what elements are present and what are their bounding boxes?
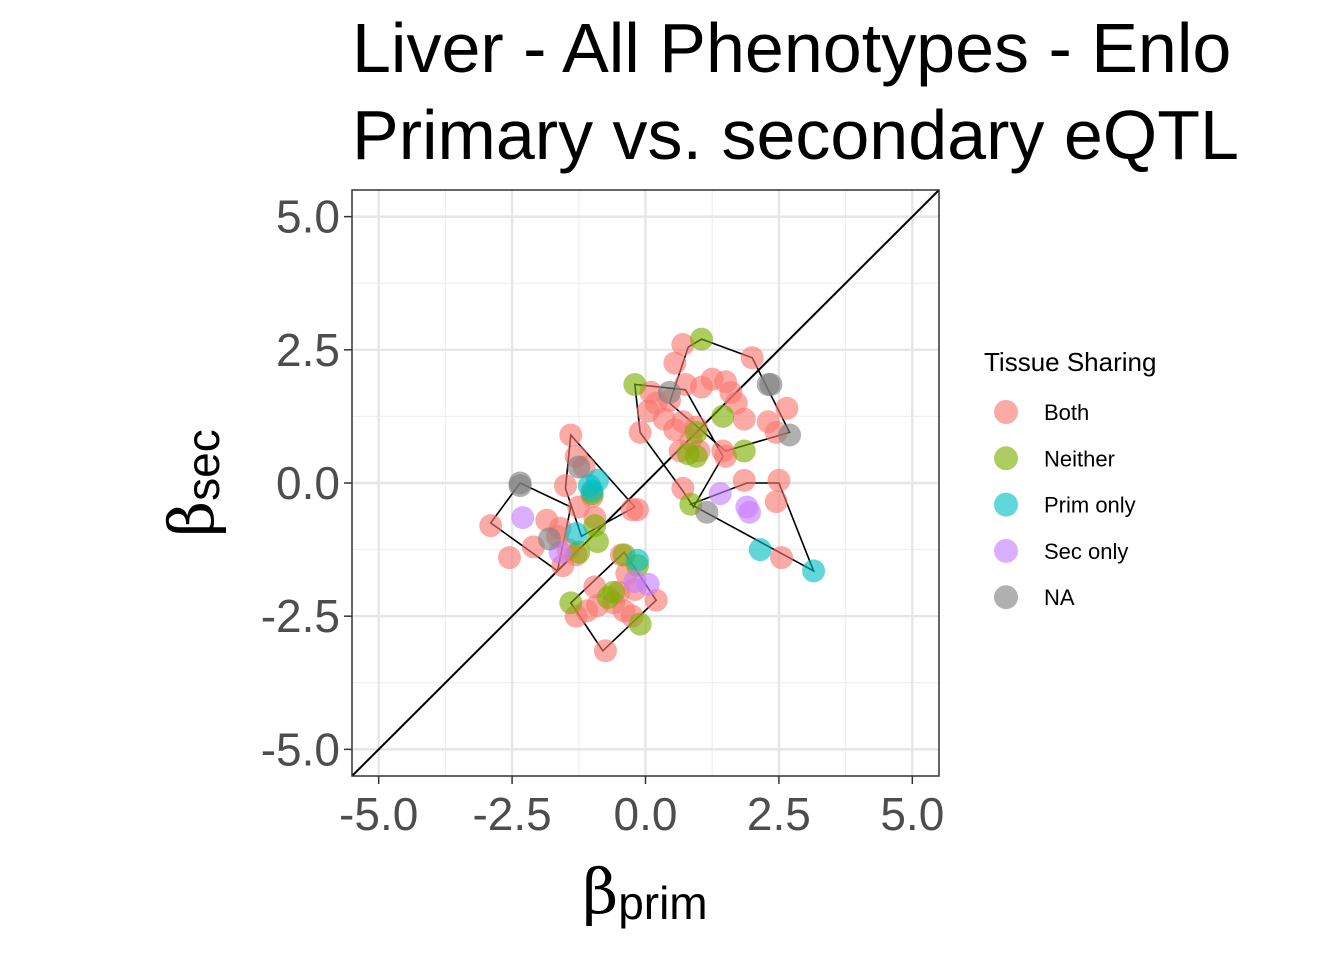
data-point-both — [775, 396, 799, 420]
data-point-both — [625, 498, 649, 522]
data-point-na — [508, 474, 532, 498]
data-points — [479, 327, 826, 663]
data-point-both — [767, 468, 791, 492]
y-tick-label: 2.5 — [276, 324, 340, 376]
legend-key-sec-only — [994, 538, 1018, 563]
data-point-both — [553, 474, 577, 498]
data-point-neither — [684, 444, 708, 468]
data-point-neither — [628, 612, 652, 636]
y-tick-label: -2.5 — [261, 590, 340, 642]
data-point-both — [714, 444, 738, 468]
data-point-both — [671, 332, 695, 356]
data-point-sec-only — [636, 572, 660, 596]
legend-key-na — [994, 585, 1018, 610]
data-point-both — [479, 514, 503, 538]
data-point-na — [537, 527, 561, 551]
legend: Tissue Sharing Both Neither Prim only Sec o… — [984, 347, 1156, 610]
y-tick-label: 5.0 — [276, 191, 340, 243]
legend-key-both — [994, 400, 1018, 424]
data-point-prim-only — [802, 559, 826, 583]
x-axis-symbol: β — [582, 855, 618, 928]
data-point-both — [593, 639, 617, 663]
data-point-neither — [690, 327, 714, 351]
data-point-prim-only — [625, 548, 649, 572]
legend-key-prim-only — [994, 492, 1018, 517]
data-point-neither — [585, 530, 609, 554]
data-point-sec-only — [511, 506, 535, 530]
data-point-neither — [684, 420, 708, 444]
data-point-neither — [732, 439, 756, 463]
data-point-na — [759, 372, 783, 396]
data-point-neither — [567, 540, 591, 564]
data-point-sec-only — [708, 482, 732, 506]
data-point-na — [567, 455, 591, 479]
data-point-prim-only — [580, 479, 604, 503]
data-point-neither — [623, 372, 647, 396]
data-point-na — [658, 380, 682, 404]
x-axis-title: βprim — [582, 855, 707, 929]
legend-label: Sec only — [1044, 539, 1128, 564]
legend-label: Both — [1044, 400, 1089, 425]
chart-title-line-2: Primary vs. secondary eQTL — [352, 96, 1239, 174]
y-tick-label: 0.0 — [276, 457, 340, 509]
x-tick-label: -5.0 — [339, 788, 418, 840]
data-point-neither — [559, 591, 583, 615]
data-point-both — [690, 375, 714, 399]
identity-reference-line — [351, 189, 940, 777]
y-axis-symbol: β — [155, 501, 228, 537]
x-tick-label: 5.0 — [880, 788, 944, 840]
svg-text:βprim: βprim — [582, 855, 707, 929]
x-tick-label: 0.0 — [614, 788, 678, 840]
x-axis-ticks: -5.0 -2.5 0.0 2.5 5.0 — [339, 776, 944, 840]
data-point-both — [732, 407, 756, 431]
legend-label: Prim only — [1044, 493, 1136, 518]
data-point-neither — [711, 404, 735, 428]
data-point-both — [663, 351, 687, 375]
data-point-both — [764, 490, 788, 514]
data-point-both — [732, 468, 756, 492]
legend-key-neither — [994, 446, 1018, 471]
y-axis-ticks: 5.0 2.5 0.0 -2.5 -5.0 — [261, 191, 352, 775]
plot-area — [351, 189, 940, 777]
data-point-prim-only — [748, 538, 772, 562]
y-axis-subscript: sec — [177, 429, 229, 501]
legend-label: NA — [1044, 585, 1075, 610]
x-tick-label: 2.5 — [747, 788, 811, 840]
data-point-both — [497, 546, 521, 570]
y-axis-title: βsec — [155, 429, 229, 536]
data-point-both — [628, 420, 652, 444]
legend-label: Neither — [1044, 446, 1115, 471]
data-point-sec-only — [738, 500, 762, 524]
data-point-both — [740, 346, 764, 370]
data-point-prim-only — [564, 522, 588, 546]
data-point-both — [559, 423, 583, 447]
data-point-both — [770, 546, 794, 570]
data-point-na — [778, 423, 802, 447]
legend-title: Tissue Sharing — [984, 347, 1156, 377]
y-tick-label: -5.0 — [261, 723, 340, 775]
data-point-na — [695, 500, 719, 524]
x-axis-subscript: prim — [618, 877, 707, 929]
x-tick-label: -2.5 — [472, 788, 551, 840]
data-point-neither — [601, 580, 625, 604]
svg-text:βsec: βsec — [155, 429, 229, 536]
chart-title-line-1: Liver - All Phenotypes - Enlo — [352, 9, 1231, 87]
